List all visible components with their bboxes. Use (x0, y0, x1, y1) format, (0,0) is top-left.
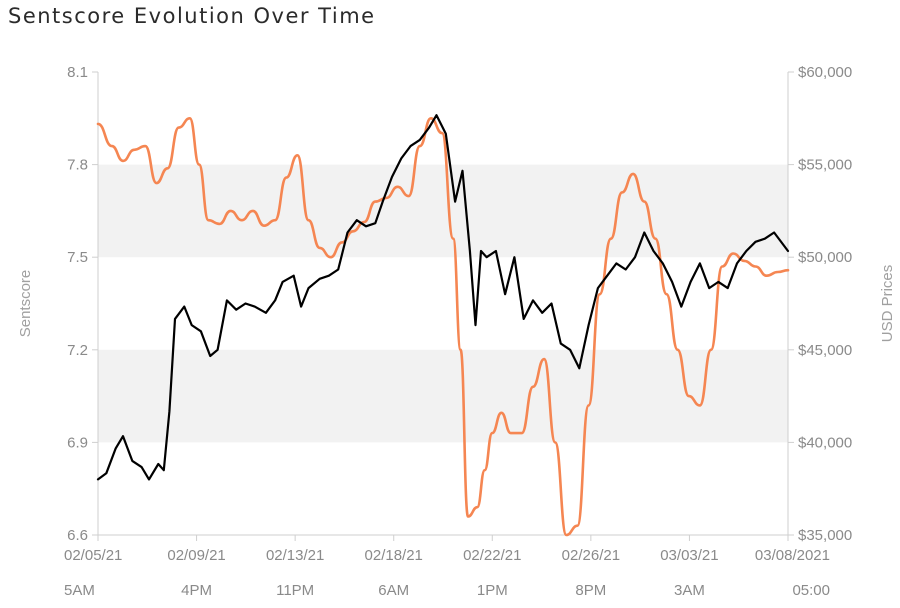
plot-area (98, 72, 788, 535)
grid-band (98, 349, 788, 443)
y-left-tick-label: 7.2 (67, 342, 88, 359)
tick-labels: 8.1 7.8 7.5 7.2 6.9 6.6 $60,000 $55,000 $50,000 $… (64, 64, 852, 599)
y-left-tick-label: 7.8 (67, 157, 88, 174)
x-tick-label-time: 1PM (477, 582, 508, 599)
grid-bands (98, 72, 788, 535)
y-left-tick-label: 8.1 (67, 64, 88, 81)
x-tick-label-time: 11PM (276, 582, 314, 599)
x-tick-label-date: 02/18/21 (365, 547, 423, 564)
y-right-tick-label: $55,000 (798, 157, 852, 174)
y-right-tick-label: $60,000 (798, 64, 852, 81)
x-tick-label-time: 8PM (575, 582, 606, 599)
y-left-tick-label: 6.9 (67, 434, 88, 451)
y-left-tick-label: 6.6 (67, 527, 88, 544)
x-tick-label-date: 03/03/21 (660, 547, 718, 564)
series-line-sentscore (96, 114, 790, 481)
y-right-tick-label: $35,000 (798, 527, 852, 544)
y-axis-right-title: USD Prices (879, 265, 896, 343)
x-tick-label-date: 02/13/21 (266, 547, 324, 564)
series-lines (96, 114, 790, 537)
x-tick-label-date: 02/05/21 (64, 547, 122, 564)
x-tick-label-date: 02/22/21 (463, 547, 521, 564)
x-tick-label-date: 03/08/2021 (755, 547, 830, 564)
x-tick-label-time: 5AM (64, 582, 95, 599)
grid-band (98, 164, 788, 258)
x-tick-label-time: 3AM (674, 582, 705, 599)
x-tick-label-time: 4PM (181, 582, 212, 599)
chart-title: Sentscore Evolution Over Time (8, 4, 376, 28)
y-axis-left-title: Sentscore (17, 270, 34, 338)
y-left-tick-label: 7.5 (67, 249, 88, 266)
axes (92, 71, 794, 541)
y-right-tick-label: $45,000 (798, 342, 852, 359)
x-tick-label-date: 02/09/21 (167, 547, 225, 564)
y-right-tick-label: $40,000 (798, 434, 852, 451)
x-tick-label-date: 02/26/21 (562, 547, 620, 564)
y-right-tick-label: $50,000 (798, 249, 852, 266)
series-line-usd-price (96, 117, 790, 537)
x-tick-label-time: 6AM (378, 582, 409, 599)
x-tick-label-time: 05:00 (792, 582, 830, 599)
